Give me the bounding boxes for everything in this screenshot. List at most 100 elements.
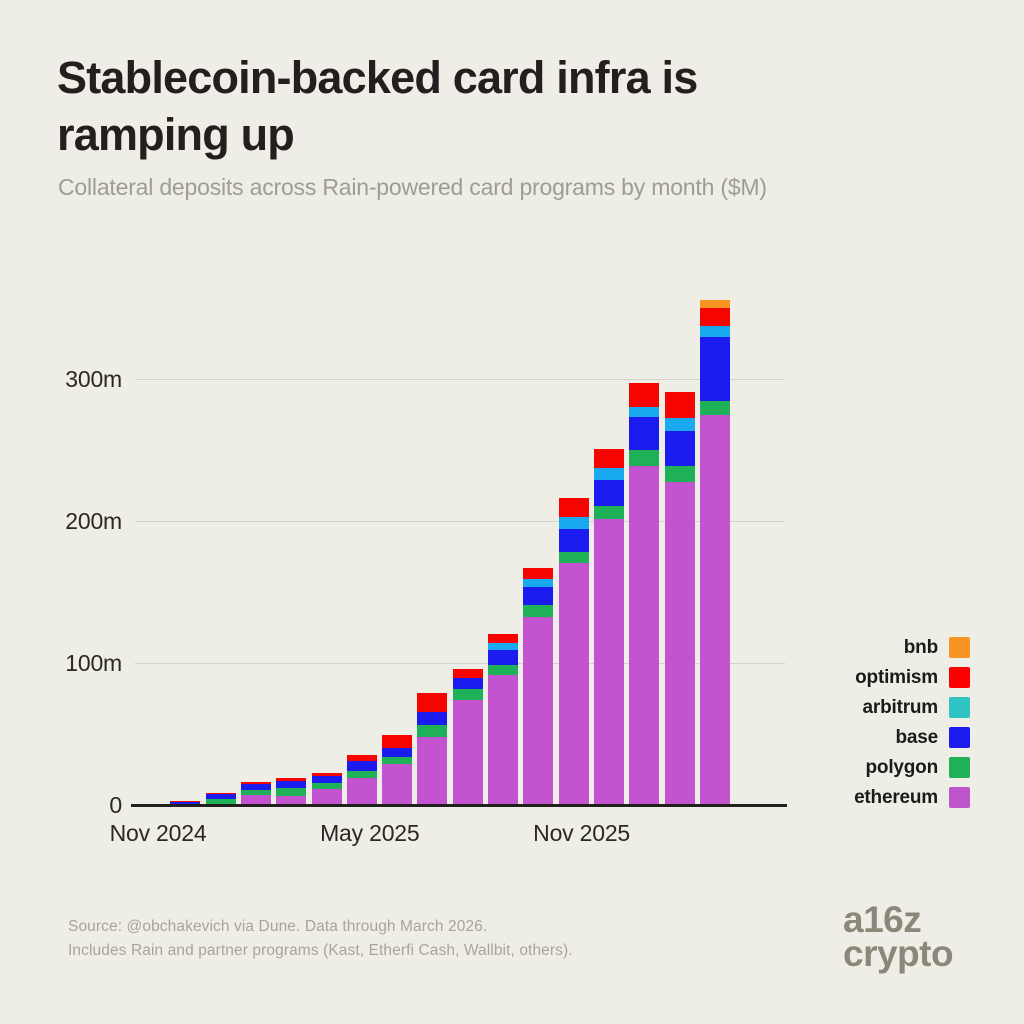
y-axis-labels: 0 100m 200m 300m bbox=[0, 290, 122, 818]
x-tick-label-nov-2025: Nov 2025 bbox=[533, 820, 631, 846]
bar-segment-ethereum-feb-2025 bbox=[240, 794, 271, 806]
bar-segment-optimism-feb-2025 bbox=[240, 781, 271, 784]
bar-segment-base-nov-2025 bbox=[558, 528, 589, 553]
bar-segment-ethereum-mar-2025 bbox=[276, 796, 307, 806]
bar-segment-polygon-sep-2025 bbox=[488, 665, 518, 676]
bar-segment-ethereum-jul-2025 bbox=[417, 737, 448, 806]
bar-segment-bnb-mar-2026 bbox=[699, 300, 730, 308]
legend-label-bnb: bnb bbox=[903, 636, 938, 658]
logo-line2: crypto bbox=[843, 933, 954, 975]
bar-segment-ethereum-feb-2026 bbox=[664, 481, 695, 806]
bar-segment-optimism-oct-2025 bbox=[523, 567, 554, 579]
y-tick-label-300m: 300m bbox=[65, 366, 122, 392]
bar-segment-optimism-jan-2026 bbox=[629, 382, 660, 407]
bar-segment-optimism-jun-2025 bbox=[382, 734, 413, 749]
a16z-crypto-logo: a16z crypto bbox=[843, 899, 993, 975]
legend-swatch-bnb bbox=[949, 637, 970, 658]
bar-segment-polygon-may-2025 bbox=[346, 770, 377, 778]
bar-segment-arbitrum-oct-2025 bbox=[523, 578, 554, 587]
bar-segment-base-aug-2025 bbox=[452, 678, 483, 690]
bar-segment-ethereum-jan-2026 bbox=[629, 465, 660, 806]
x-axis-labels: Nov 2024 May 2025 Nov 2025 bbox=[110, 820, 785, 850]
x-tick-label-nov-2024: Nov 2024 bbox=[109, 820, 207, 846]
legend-label-polygon: polygon bbox=[865, 756, 939, 778]
bar-segment-optimism-jul-2025 bbox=[417, 692, 448, 712]
gridline-100m bbox=[135, 663, 785, 664]
bar-segment-base-dec-2024 bbox=[170, 802, 201, 806]
bar-segment-optimism-mar-2025 bbox=[276, 777, 307, 781]
legend-item-ethereum: ethereum bbox=[810, 787, 970, 808]
bar-segment-polygon-apr-2025 bbox=[311, 783, 342, 789]
bar-segment-base-jun-2025 bbox=[382, 748, 413, 758]
bar-segment-optimism-dec-2025 bbox=[593, 449, 624, 468]
bar-segment-base-feb-2025 bbox=[240, 784, 271, 790]
bar-segment-ethereum-jun-2025 bbox=[382, 764, 413, 806]
bar-segment-polygon-nov-2025 bbox=[558, 552, 589, 564]
bar-segment-polygon-mar-2025 bbox=[276, 787, 307, 797]
bar-segment-ethereum-nov-2025 bbox=[558, 563, 589, 806]
legend-swatch-arbitrum bbox=[949, 697, 970, 718]
legend-label-ethereum: ethereum bbox=[854, 786, 938, 808]
legend-item-arbitrum: arbitrum bbox=[810, 697, 970, 718]
y-tick-label-0: 0 bbox=[109, 792, 122, 818]
legend-swatch-optimism bbox=[949, 667, 970, 688]
bar-segment-arbitrum-mar-2026 bbox=[699, 326, 730, 338]
legend-item-optimism: optimism bbox=[810, 667, 970, 688]
legend-label-arbitrum: arbitrum bbox=[862, 696, 939, 718]
legend-label-optimism: optimism bbox=[855, 666, 938, 688]
bar-segment-base-feb-2026 bbox=[664, 431, 695, 467]
legend-item-base: base bbox=[810, 727, 970, 748]
chart-subtitle: Collateral deposits across Rain-powered … bbox=[58, 174, 767, 200]
x-tick-label-may-2025: May 2025 bbox=[320, 820, 420, 846]
bar-segment-ethereum-mar-2026 bbox=[699, 414, 730, 806]
bar-segment-ethereum-may-2025 bbox=[346, 777, 377, 806]
source-note-line2: Includes Rain and partner programs (Kast… bbox=[68, 942, 573, 960]
bar-segment-ethereum-apr-2025 bbox=[311, 788, 342, 806]
bar-segment-optimism-aug-2025 bbox=[452, 669, 483, 679]
bar-segment-base-jan-2025 bbox=[205, 794, 236, 800]
x-axis-line bbox=[131, 804, 787, 807]
legend-swatch-polygon bbox=[949, 757, 970, 778]
legend-swatch-base bbox=[949, 727, 970, 748]
bar-segment-polygon-jan-2025 bbox=[205, 799, 236, 806]
bar-segment-polygon-feb-2026 bbox=[664, 466, 695, 482]
bar-segment-polygon-feb-2025 bbox=[240, 789, 271, 795]
bar-segment-optimism-may-2025 bbox=[346, 755, 377, 761]
bar-segment-optimism-jan-2025 bbox=[205, 792, 236, 795]
legend-item-bnb: bnb bbox=[810, 637, 970, 658]
bar-segment-polygon-jun-2025 bbox=[382, 757, 413, 765]
source-note: Source: @obchakevich via Dune. Data thro… bbox=[68, 915, 668, 963]
bar-segment-base-jan-2026 bbox=[629, 417, 660, 450]
bar-segment-base-dec-2025 bbox=[593, 479, 624, 506]
gridline-200m bbox=[135, 521, 785, 522]
bar-segment-ethereum-aug-2025 bbox=[452, 699, 483, 806]
bar-segment-base-oct-2025 bbox=[523, 586, 554, 606]
bar-segment-polygon-jul-2025 bbox=[417, 725, 448, 738]
legend-item-polygon: polygon bbox=[810, 757, 970, 778]
bar-segment-base-mar-2025 bbox=[276, 780, 307, 788]
bar-segment-ethereum-oct-2025 bbox=[523, 617, 554, 806]
bar-segment-base-jul-2025 bbox=[417, 712, 448, 726]
bar-segment-optimism-dec-2024 bbox=[170, 801, 201, 803]
logo-line1: a16z bbox=[843, 899, 922, 940]
bar-segment-optimism-sep-2025 bbox=[488, 634, 518, 643]
legend-label-base: base bbox=[895, 726, 938, 748]
bar-segment-base-may-2025 bbox=[346, 761, 377, 771]
chart-title-line1: Stablecoin-backed card infra is bbox=[57, 52, 698, 103]
bar-segment-polygon-dec-2025 bbox=[593, 505, 624, 520]
legend-swatch-ethereum bbox=[949, 787, 970, 808]
bar-segment-arbitrum-sep-2025 bbox=[488, 642, 518, 651]
bar-segment-ethereum-dec-2025 bbox=[593, 519, 624, 806]
bar-segment-optimism-feb-2026 bbox=[664, 391, 695, 418]
y-tick-label-200m: 200m bbox=[65, 508, 122, 534]
bar-segment-arbitrum-nov-2025 bbox=[558, 516, 589, 529]
bar-segment-base-mar-2026 bbox=[699, 337, 730, 402]
plot-area bbox=[131, 290, 787, 807]
bar-segment-optimism-apr-2025 bbox=[311, 772, 342, 776]
bar-segment-polygon-mar-2026 bbox=[699, 401, 730, 415]
bar-segment-arbitrum-jan-2026 bbox=[629, 406, 660, 418]
bar-segment-arbitrum-feb-2026 bbox=[664, 417, 695, 431]
y-tick-label-100m: 100m bbox=[65, 650, 122, 676]
bar-segment-polygon-jan-2026 bbox=[629, 449, 660, 466]
